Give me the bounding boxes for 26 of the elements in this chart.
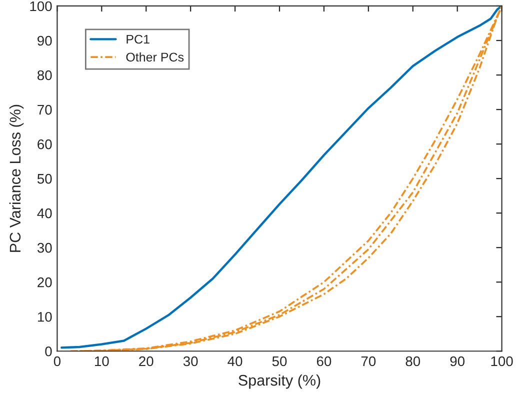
y-tick-label: 100	[30, 1, 52, 12]
y-tick-label: 40	[37, 208, 52, 218]
x-tick-label: 20	[139, 356, 154, 366]
x-tick-label: 40	[228, 356, 242, 366]
y-tick-label: 20	[38, 277, 52, 288]
y-tick-label: 10	[38, 312, 52, 322]
x-tick-label: 60	[316, 356, 332, 366]
x-tick-label: 70	[361, 356, 376, 366]
x-tick-label: 30	[183, 356, 198, 366]
x-tick-label: 10	[94, 356, 109, 366]
x-tick-label: 100	[491, 356, 513, 366]
legend-label: PC1	[126, 34, 150, 44]
y-tick-label: 60	[38, 139, 52, 150]
x-axis-title: Sparsity (%)	[238, 374, 320, 389]
y-tick-label: 90	[38, 36, 52, 46]
legend-label: Other PCs	[126, 52, 184, 62]
y-tick-label: 30	[37, 242, 52, 253]
x-tick-label: 80	[406, 356, 420, 366]
x-tick-label: 90	[450, 356, 465, 366]
x-tick-label: 50	[272, 356, 287, 366]
y-axis-title: PC Variance Loss (%)	[9, 104, 24, 252]
x-tick-label: 0	[54, 356, 61, 366]
y-tick-label: 50	[37, 174, 52, 184]
y-tick-label: 70	[38, 104, 52, 115]
y-tick-label: 80	[37, 70, 52, 80]
y-tick-label: 0	[45, 346, 52, 356]
